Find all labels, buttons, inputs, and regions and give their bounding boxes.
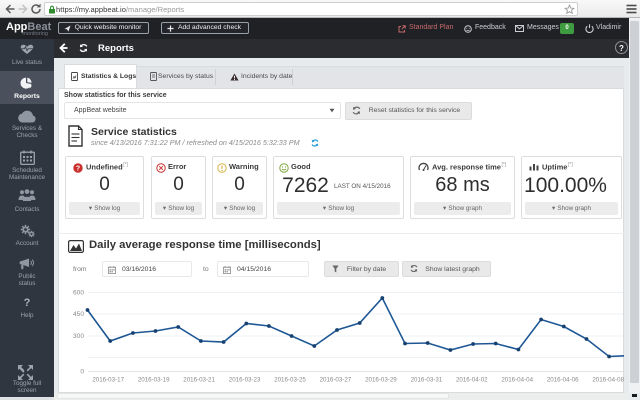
- svg-text:2016-03-19: 2016-03-19: [138, 377, 170, 384]
- svg-text:2016-03-17: 2016-03-17: [92, 377, 124, 384]
- svg-text:2016-03-25: 2016-03-25: [274, 377, 306, 384]
- svg-text:2016-04-02: 2016-04-02: [456, 377, 488, 384]
- svg-text:2016-03-27: 2016-03-27: [320, 377, 352, 384]
- svg-text:2016-04-08: 2016-04-08: [592, 377, 624, 384]
- svg-text:2016-03-31: 2016-03-31: [411, 377, 443, 384]
- svg-text:2016-03-23: 2016-03-23: [229, 377, 261, 384]
- svg-text:600: 600: [73, 290, 84, 297]
- svg-text:2016-03-29: 2016-03-29: [365, 377, 397, 384]
- svg-text:2016-04-04: 2016-04-04: [501, 377, 533, 384]
- svg-text:?: ?: [76, 166, 80, 173]
- svg-text:0: 0: [80, 369, 84, 376]
- svg-text:2016-04-06: 2016-04-06: [547, 377, 579, 384]
- svg-text:2016-03-21: 2016-03-21: [183, 377, 215, 384]
- svg-text:450: 450: [73, 311, 84, 318]
- svg-text:300: 300: [73, 333, 84, 340]
